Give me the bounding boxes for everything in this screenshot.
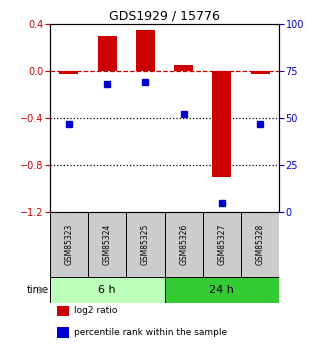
Text: log2 ratio: log2 ratio <box>74 306 117 315</box>
Bar <box>241 212 279 277</box>
Bar <box>59 71 78 73</box>
Text: time: time <box>27 285 49 295</box>
Text: percentile rank within the sample: percentile rank within the sample <box>74 328 227 337</box>
Bar <box>50 277 164 303</box>
Bar <box>126 212 164 277</box>
Bar <box>174 65 193 71</box>
Text: GSM85327: GSM85327 <box>217 224 226 265</box>
Bar <box>56 327 69 338</box>
Text: GSM85323: GSM85323 <box>65 224 74 265</box>
Text: GSM85328: GSM85328 <box>256 224 265 265</box>
Bar <box>164 212 203 277</box>
Bar <box>98 36 117 71</box>
Text: GSM85325: GSM85325 <box>141 224 150 265</box>
Text: 6 h: 6 h <box>98 285 116 295</box>
Bar <box>88 212 126 277</box>
Bar <box>50 212 88 277</box>
Bar <box>56 306 69 316</box>
Bar <box>164 277 279 303</box>
Bar <box>212 71 231 177</box>
Text: GSM85326: GSM85326 <box>179 224 188 265</box>
Text: GSM85324: GSM85324 <box>103 224 112 265</box>
Bar <box>136 30 155 71</box>
Text: 24 h: 24 h <box>210 285 234 295</box>
Bar <box>251 71 270 73</box>
Title: GDS1929 / 15776: GDS1929 / 15776 <box>109 10 220 23</box>
Bar <box>203 212 241 277</box>
